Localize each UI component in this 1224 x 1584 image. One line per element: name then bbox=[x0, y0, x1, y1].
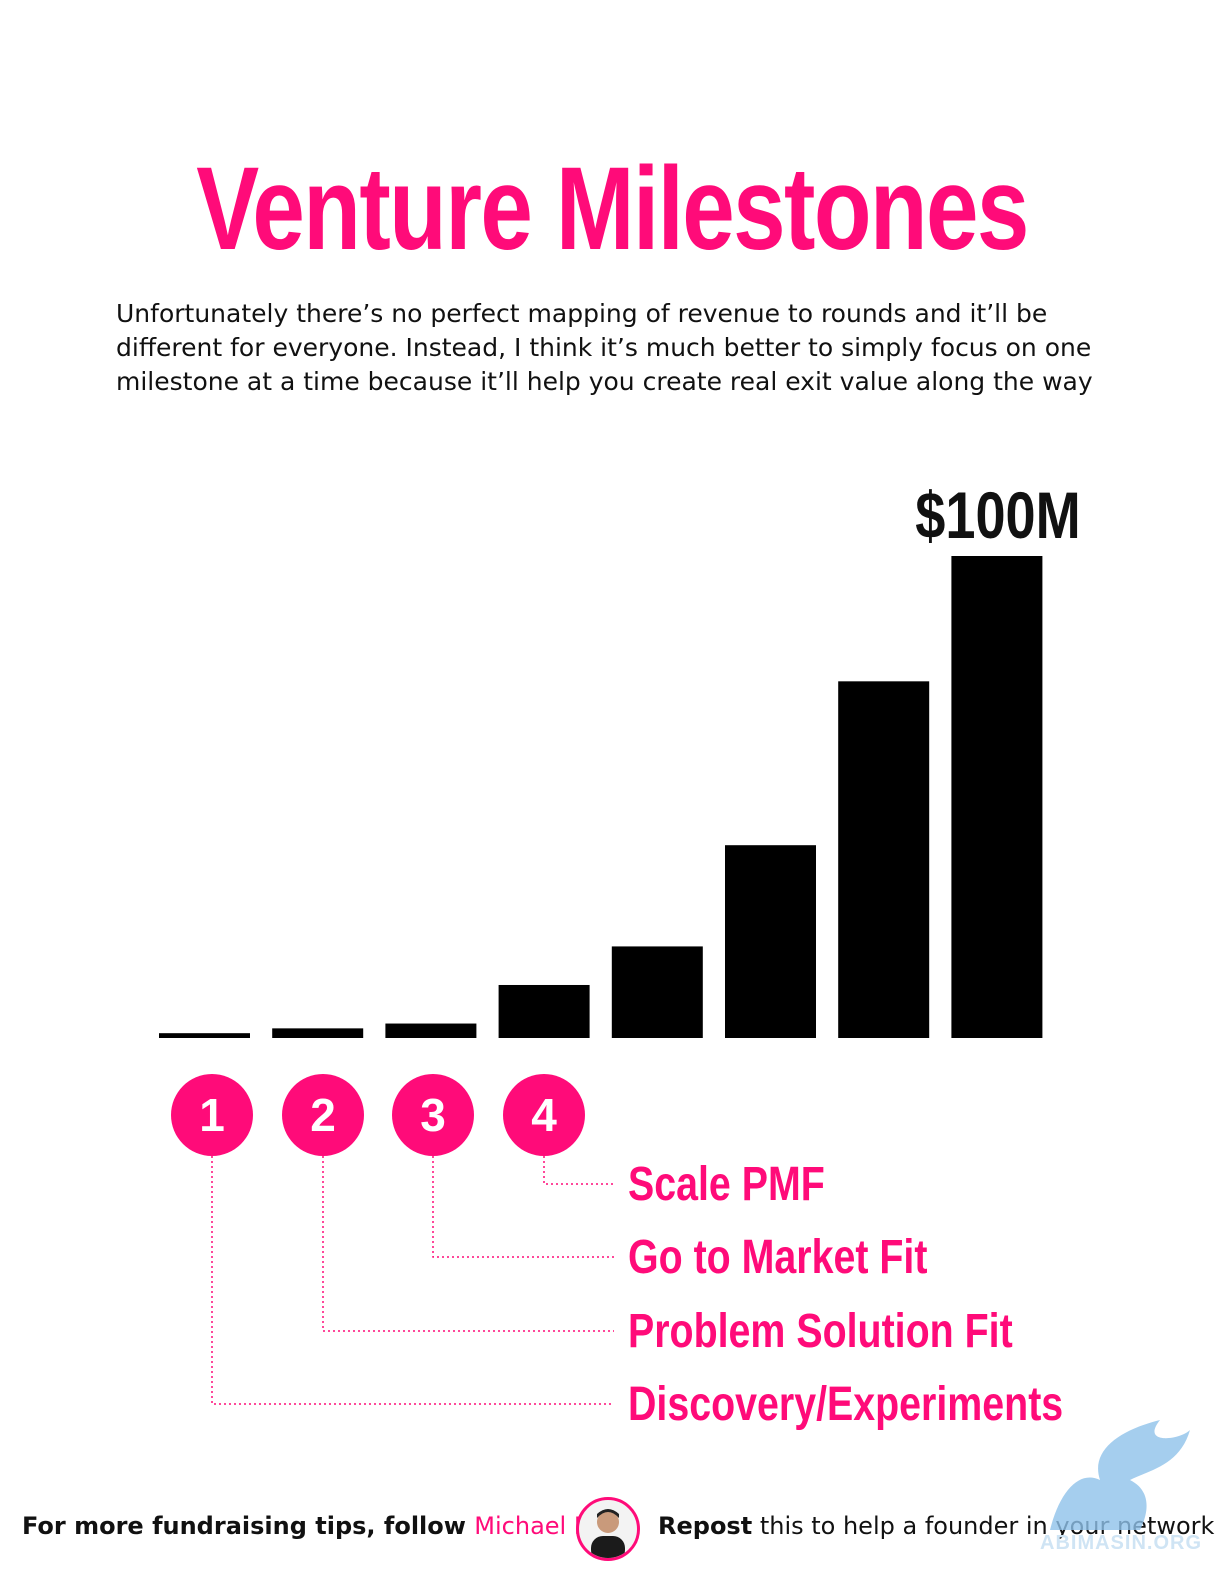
watermark-text: ABIMASIN.ORG bbox=[1040, 1532, 1202, 1554]
bar-8 bbox=[951, 556, 1043, 1038]
milestone-label-1: Scale PMF bbox=[628, 1157, 825, 1211]
marker-circle-3 bbox=[392, 1074, 474, 1156]
footer-follow-text: For more fundraising tips, follow bbox=[22, 1512, 466, 1540]
page-title: Venture Milestones bbox=[196, 143, 1029, 275]
bar-group bbox=[159, 556, 1043, 1038]
bar-7 bbox=[838, 681, 930, 1038]
marker-number-3: 3 bbox=[420, 1089, 446, 1141]
marker-group: 1 2 3 4 bbox=[171, 1074, 585, 1156]
description-text: Unfortunately there’s no perfect mapping… bbox=[116, 299, 1093, 396]
milestone-labels: Scale PMF Go to Market Fit Problem Solutio… bbox=[628, 1157, 1063, 1431]
marker-number-1: 1 bbox=[199, 1089, 225, 1141]
marker-number-2: 2 bbox=[310, 1089, 336, 1141]
marker-circle-4 bbox=[503, 1074, 585, 1156]
watermark-icon bbox=[1050, 1420, 1190, 1530]
bar-6 bbox=[725, 845, 816, 1038]
marker-circle-1 bbox=[171, 1074, 253, 1156]
bar-4 bbox=[498, 984, 590, 1038]
milestone-label-3: Problem Solution Fit bbox=[628, 1304, 1013, 1358]
marker-number-4: 4 bbox=[531, 1089, 557, 1141]
top-value-label: $100M bbox=[915, 478, 1080, 552]
footer-follow: For more fundraising tips, follow Michae… bbox=[22, 1512, 607, 1540]
milestone-label-4: Discovery/Experiments bbox=[628, 1377, 1063, 1431]
avatar-icon bbox=[591, 1509, 625, 1558]
connector-line-1 bbox=[543, 1156, 614, 1185]
repost-bold: Repost bbox=[658, 1512, 753, 1540]
bar-2 bbox=[272, 1028, 364, 1038]
connector-lines bbox=[211, 1156, 614, 1405]
avatar[interactable] bbox=[576, 1497, 640, 1561]
bar-3 bbox=[385, 1023, 477, 1038]
milestone-label-2: Go to Market Fit bbox=[628, 1230, 928, 1284]
marker-circle-2 bbox=[282, 1074, 364, 1156]
bar-5 bbox=[611, 946, 703, 1038]
connector-line-4 bbox=[211, 1156, 614, 1405]
connector-line-3 bbox=[322, 1156, 614, 1332]
milestones-chart: $100M 1 2 3 4 Scale PMF Go to Market Fit Prob… bbox=[159, 478, 1081, 1431]
bar-1 bbox=[159, 1033, 250, 1038]
connector-line-2 bbox=[432, 1156, 614, 1258]
